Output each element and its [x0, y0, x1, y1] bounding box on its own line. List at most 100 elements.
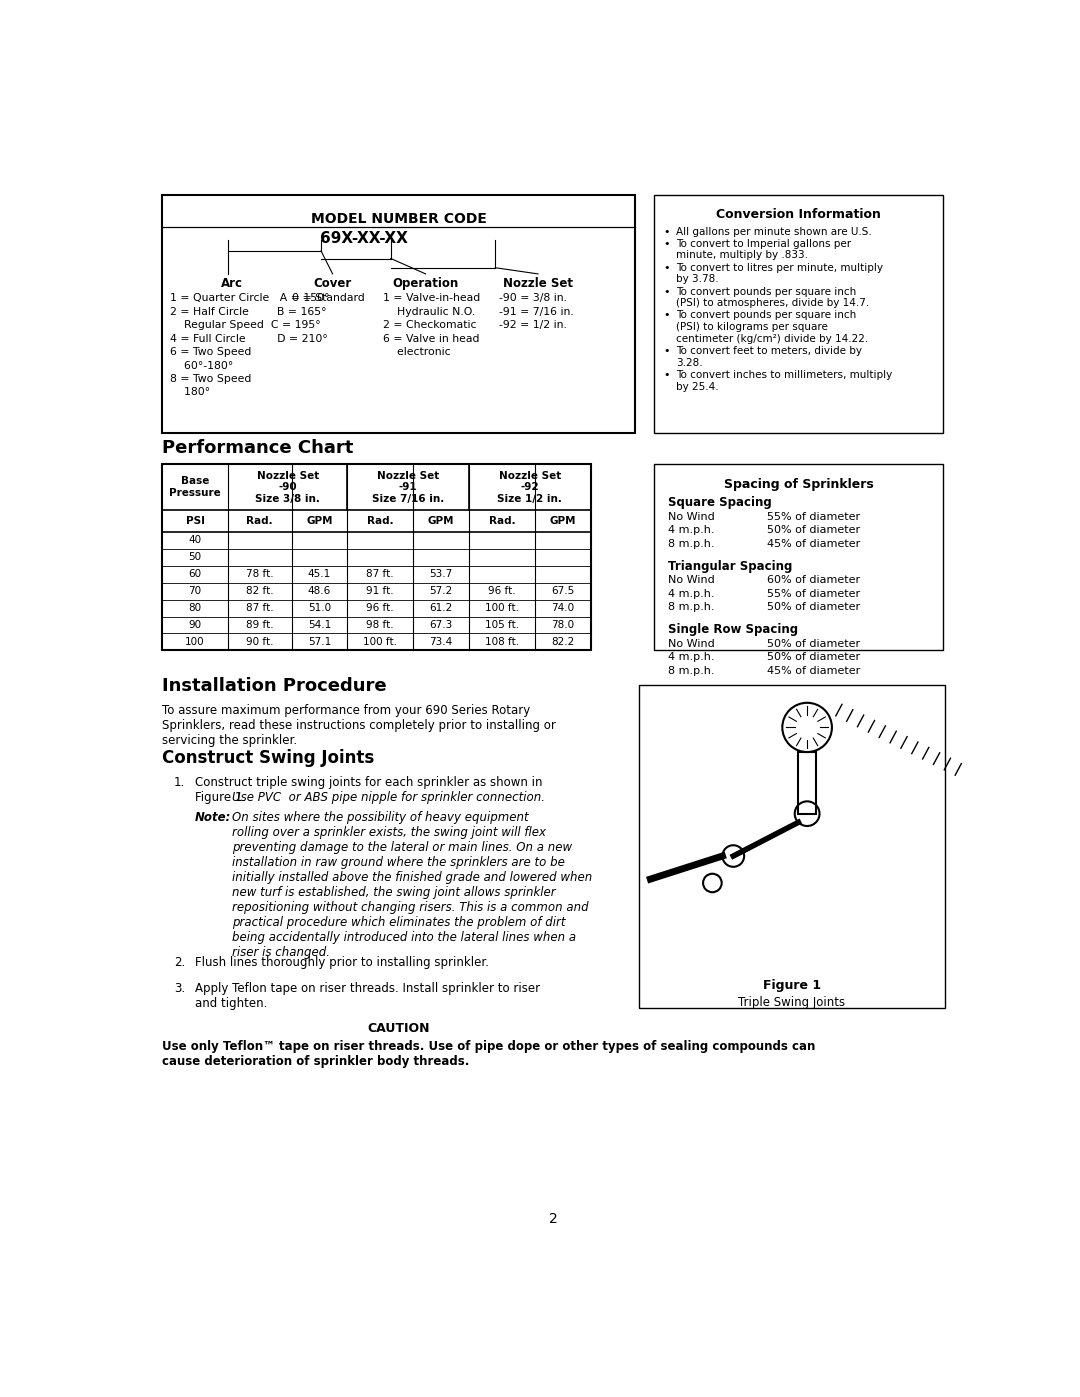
Text: 89 ft.: 89 ft.: [246, 620, 273, 630]
Text: No Wind: No Wind: [669, 511, 715, 522]
Text: 54.1: 54.1: [308, 620, 332, 630]
Bar: [654, 464, 943, 651]
Text: 2: 2: [549, 1213, 558, 1227]
Text: 98 ft.: 98 ft.: [366, 620, 394, 630]
Text: Figure 1: Figure 1: [762, 979, 821, 992]
Text: 57.2: 57.2: [430, 587, 453, 597]
Text: Figure 1.: Figure 1.: [194, 791, 249, 805]
Text: 2.: 2.: [174, 956, 185, 970]
Text: Conversion Information: Conversion Information: [716, 208, 881, 222]
Text: 0 = Standard: 0 = Standard: [293, 293, 365, 303]
Text: Use PVC  or ABS pipe nipple for sprinkler connection.: Use PVC or ABS pipe nipple for sprinkler…: [232, 791, 545, 805]
Text: Triple Swing Joints: Triple Swing Joints: [739, 996, 846, 1009]
Text: 82.2: 82.2: [551, 637, 575, 647]
Bar: [638, 685, 945, 1009]
Text: Base
Pressure: Base Pressure: [170, 476, 221, 497]
Text: 69X-XX-XX: 69X-XX-XX: [320, 231, 407, 246]
Text: 50% of diameter: 50% of diameter: [767, 602, 860, 612]
Text: Rad.: Rad.: [246, 515, 273, 527]
Text: 100 ft.: 100 ft.: [363, 637, 397, 647]
Text: 1.: 1.: [174, 775, 185, 789]
Text: 4 m.p.h.: 4 m.p.h.: [669, 525, 715, 535]
Text: Flush lines thoroughly prior to installing sprinkler.: Flush lines thoroughly prior to installi…: [194, 956, 488, 970]
Text: 105 ft.: 105 ft.: [485, 620, 519, 630]
Text: GPM: GPM: [550, 515, 576, 527]
Text: Hydraulic N.O.: Hydraulic N.O.: [383, 306, 475, 317]
Text: 87 ft.: 87 ft.: [366, 569, 394, 580]
Text: -91 = 7/16 in.: -91 = 7/16 in.: [499, 306, 573, 317]
Text: 100: 100: [186, 637, 205, 647]
Text: 61.2: 61.2: [430, 604, 453, 613]
Text: Note:: Note:: [194, 812, 231, 824]
Bar: [654, 194, 943, 433]
Text: Triangular Spacing: Triangular Spacing: [669, 560, 793, 573]
Text: 80: 80: [189, 604, 202, 613]
Text: 90: 90: [189, 620, 202, 630]
Text: 91 ft.: 91 ft.: [366, 587, 394, 597]
Text: PSI: PSI: [186, 515, 204, 527]
Text: To convert feet to meters, divide by
3.28.: To convert feet to meters, divide by 3.2…: [676, 346, 862, 367]
Text: 45.1: 45.1: [308, 569, 332, 580]
Text: Apply Teflon tape on riser threads. Install sprinkler to riser
and tighten.: Apply Teflon tape on riser threads. Inst…: [194, 982, 540, 1010]
Text: To convert to Imperial gallons per
minute, multiply by .833.: To convert to Imperial gallons per minut…: [676, 239, 851, 260]
Text: 87 ft.: 87 ft.: [246, 604, 273, 613]
Text: 96 ft.: 96 ft.: [366, 604, 394, 613]
Text: •: •: [663, 226, 670, 237]
Text: electronic: electronic: [383, 346, 450, 358]
Text: No Wind: No Wind: [669, 638, 715, 648]
Text: 2 = Checkomatic: 2 = Checkomatic: [383, 320, 476, 330]
Text: All gallons per minute shown are U.S.: All gallons per minute shown are U.S.: [676, 226, 872, 237]
Text: 55% of diameter: 55% of diameter: [767, 511, 860, 522]
Text: Cover: Cover: [313, 277, 352, 291]
Text: GPM: GPM: [428, 515, 455, 527]
Text: 4 m.p.h.: 4 m.p.h.: [669, 588, 715, 599]
Text: To convert to litres per minute, multiply
by 3.78.: To convert to litres per minute, multipl…: [676, 263, 883, 285]
Text: 8 m.p.h.: 8 m.p.h.: [669, 539, 715, 549]
Text: 53.7: 53.7: [430, 569, 453, 580]
Text: 40: 40: [189, 535, 202, 545]
Text: 90 ft.: 90 ft.: [246, 637, 273, 647]
Text: To convert inches to millimeters, multiply
by 25.4.: To convert inches to millimeters, multip…: [676, 370, 892, 391]
Text: •: •: [663, 370, 670, 380]
Text: Nozzle Set
-90
Size 3/8 in.: Nozzle Set -90 Size 3/8 in.: [255, 471, 320, 504]
Text: Single Row Spacing: Single Row Spacing: [669, 623, 798, 637]
Text: 67.5: 67.5: [551, 587, 575, 597]
Text: 6 = Valve in head: 6 = Valve in head: [383, 334, 480, 344]
Text: 2 = Half Circle        B = 165°: 2 = Half Circle B = 165°: [170, 306, 326, 317]
Text: •: •: [663, 239, 670, 249]
Text: 45% of diameter: 45% of diameter: [767, 666, 860, 676]
Text: 50% of diameter: 50% of diameter: [767, 652, 860, 662]
Text: 73.4: 73.4: [430, 637, 453, 647]
Text: Regular Speed  C = 195°: Regular Speed C = 195°: [170, 320, 321, 330]
Text: 6 = Two Speed: 6 = Two Speed: [170, 346, 252, 358]
Text: 48.6: 48.6: [308, 587, 332, 597]
Text: 8 m.p.h.: 8 m.p.h.: [669, 602, 715, 612]
Text: 55% of diameter: 55% of diameter: [767, 588, 860, 599]
Text: Nozzle Set
-92
Size 1/2 in.: Nozzle Set -92 Size 1/2 in.: [498, 471, 563, 504]
Text: •: •: [663, 286, 670, 296]
Text: Spacing of Sprinklers: Spacing of Sprinklers: [724, 478, 874, 490]
Text: 1 = Quarter Circle   A = 150°: 1 = Quarter Circle A = 150°: [170, 293, 329, 303]
Text: 3.: 3.: [174, 982, 185, 995]
Text: 108 ft.: 108 ft.: [485, 637, 519, 647]
Text: -90 = 3/8 in.: -90 = 3/8 in.: [499, 293, 567, 303]
Text: To convert pounds per square inch
(PSI) to kilograms per square
centimeter (kg/c: To convert pounds per square inch (PSI) …: [676, 310, 868, 344]
Text: 50: 50: [189, 552, 202, 562]
Text: 70: 70: [189, 587, 202, 597]
Text: Square Spacing: Square Spacing: [669, 496, 772, 510]
Text: -92 = 1/2 in.: -92 = 1/2 in.: [499, 320, 567, 330]
Text: 45% of diameter: 45% of diameter: [767, 539, 860, 549]
Text: On sites where the possibility of heavy equipment
rolling over a sprinkler exist: On sites where the possibility of heavy …: [232, 812, 592, 960]
Text: Construct triple swing joints for each sprinkler as shown in: Construct triple swing joints for each s…: [194, 775, 542, 789]
Text: 67.3: 67.3: [430, 620, 453, 630]
Text: Arc: Arc: [221, 277, 243, 291]
Text: CAUTION: CAUTION: [367, 1021, 430, 1035]
Text: 4 m.p.h.: 4 m.p.h.: [669, 652, 715, 662]
Text: •: •: [663, 310, 670, 320]
Text: 8 = Two Speed: 8 = Two Speed: [170, 374, 252, 384]
Text: Rad.: Rad.: [488, 515, 515, 527]
Text: 51.0: 51.0: [308, 604, 330, 613]
Text: 74.0: 74.0: [551, 604, 575, 613]
Text: •: •: [663, 263, 670, 272]
Text: 180°: 180°: [170, 387, 210, 398]
